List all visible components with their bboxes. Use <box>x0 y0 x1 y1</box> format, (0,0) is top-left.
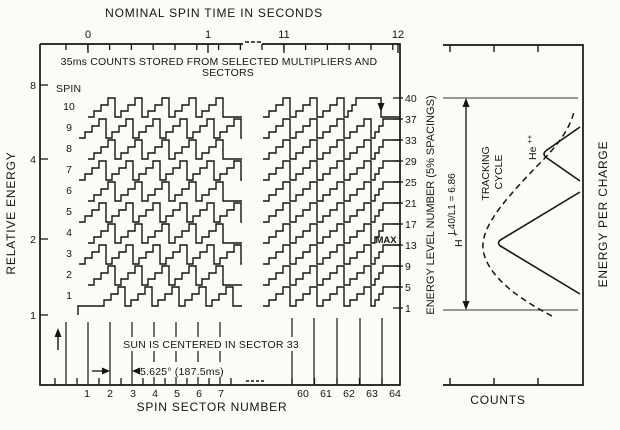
top-axis-tick-label: 1 <box>205 29 211 41</box>
sector-width-note: 5.625° (187.5ms) <box>140 366 224 378</box>
retrace-down-arrow <box>377 103 385 112</box>
energy-level-label: 29 <box>405 156 417 168</box>
energy-level-label: 17 <box>405 219 417 231</box>
bottom-axis-ticks <box>54 378 383 385</box>
sector-number: 62 <box>343 388 355 400</box>
energy-per-charge-label: ENERGY PER CHARGE <box>596 141 610 288</box>
spin-number: 6 <box>66 185 72 197</box>
top-axis-tick-labels: 0 1 11 12 <box>85 29 404 41</box>
waveform-trace-spin-7 <box>79 160 400 181</box>
energy-level-label: 13 <box>405 240 417 252</box>
energy-level-label: 40 <box>405 93 417 105</box>
right-panel-ticks <box>449 45 539 385</box>
waveform-trace-spin-10 <box>88 97 400 118</box>
energy-level-label: 33 <box>405 135 417 147</box>
sector-number: 63 <box>366 388 378 400</box>
tracking-range-arrow <box>462 98 470 310</box>
sector-number: 61 <box>320 388 332 400</box>
waveform-trace-spin-3 <box>79 244 400 265</box>
spin-column-header: SPIN <box>56 83 81 95</box>
sector-width-annotation: 5.625° (187.5ms) <box>92 366 224 378</box>
top-axis-tick-label: 12 <box>392 29 404 41</box>
max-label: MAX <box>375 235 397 246</box>
sector-numbers: 1 2 3 4 5 6 7 60 61 62 63 64 <box>84 388 401 400</box>
energy-level-label: 21 <box>405 198 417 210</box>
proton-symbol: H <box>453 239 465 247</box>
energy-level-axis-label: ENERGY LEVEL NUMBER (5% SPACINGS) <box>425 95 437 314</box>
spin-number: 5 <box>66 206 72 218</box>
sun-note: SUN IS CENTERED IN SECTOR 33 <box>123 339 299 351</box>
relative-energy-tick-label: 4 <box>30 154 36 166</box>
energy-level-label: 25 <box>405 177 417 189</box>
bottom-axis-tick <box>54 378 383 385</box>
helium-peak-curve <box>543 126 581 182</box>
top-axis-tick-label: 0 <box>85 29 91 41</box>
waveform-trace-spin-1 <box>77 286 400 315</box>
spin-number: 3 <box>66 248 72 260</box>
spin-number: 7 <box>66 164 72 176</box>
figure-title: NOMINAL SPIN TIME IN SECONDS <box>105 6 323 20</box>
energy-step-waveforms <box>77 97 400 315</box>
counts-label: COUNTS <box>470 393 525 407</box>
spin-number: 9 <box>66 122 72 134</box>
sector-number: 5 <box>174 388 180 400</box>
ratio-label: L40/L1 = 6.86 <box>447 173 458 235</box>
helium-peak-label: He ++ <box>525 134 539 160</box>
relative-energy-tick-labels: 8 4 2 1 <box>30 80 36 322</box>
spin-number: 1 <box>66 290 72 302</box>
tracking-cycle-line1: TRACKING <box>480 146 492 200</box>
sector-number: 7 <box>218 388 224 400</box>
sector-number: 60 <box>297 388 309 400</box>
proton-charge: + <box>451 231 460 236</box>
waveform-trace-spin-8 <box>88 139 400 160</box>
sector-number: 64 <box>389 388 401 400</box>
helium-symbol: He <box>527 146 539 160</box>
right-plot-box <box>443 44 584 386</box>
helium-charge: ++ <box>525 134 534 143</box>
sector-number: 6 <box>196 388 202 400</box>
sun-pulse-arrow <box>54 328 62 350</box>
spin-row-numbers: 10 9 8 7 6 5 4 3 2 1 <box>63 101 75 302</box>
relative-energy-tick-label: 2 <box>30 234 36 246</box>
main-plot-box <box>39 43 401 386</box>
sector-number: 1 <box>84 388 90 400</box>
relative-energy-tick-label: 8 <box>30 80 36 92</box>
spin-number: 4 <box>66 227 72 239</box>
sector-number: 4 <box>152 388 158 400</box>
spin-number: 10 <box>63 101 75 113</box>
energy-level-label: 5 <box>405 282 411 294</box>
bottom-axis-label: SPIN SECTOR NUMBER <box>137 400 288 414</box>
left-axis-label: RELATIVE ENERGY <box>4 151 18 274</box>
tracking-cycle-line2: CYCLE <box>493 154 505 189</box>
waveform-trace-spin-4 <box>88 223 400 244</box>
waveform-trace-spin-2 <box>88 265 400 286</box>
proton-peak-label: H + <box>451 231 465 247</box>
stored-counts-note-line2: SECTORS <box>202 67 254 79</box>
relative-energy-tick-label: 1 <box>30 310 36 322</box>
top-axis-ticks <box>65 44 399 53</box>
time-break-dashes <box>245 41 264 382</box>
stored-counts-note-line1: 35ms COUNTS STORED FROM SELECTED MULTIPL… <box>61 56 378 68</box>
sector-number: 3 <box>130 388 136 400</box>
energy-level-label: 37 <box>405 114 417 126</box>
spin-number: 2 <box>66 269 72 281</box>
waveform-trace-spin-5 <box>79 202 400 223</box>
energy-level-label: 9 <box>405 261 411 273</box>
waveform-trace-spin-6 <box>88 181 400 202</box>
proton-peak-curve <box>497 191 581 295</box>
spin-number: 8 <box>66 143 72 155</box>
relative-energy-tick <box>40 84 48 316</box>
tracking-cycle-label: TRACKING CYCLE <box>480 143 505 200</box>
energy-level-labels: 40 37 33 29 25 21 17 13 9 5 1 <box>405 93 417 315</box>
energy-level-label: 1 <box>405 303 411 315</box>
relative-energy-ticks <box>40 84 48 316</box>
waveform-trace-spin-9 <box>79 118 400 139</box>
top-axis-tick-label: 11 <box>278 29 289 41</box>
top-axis-tick <box>65 44 399 53</box>
sector-number: 2 <box>107 388 113 400</box>
